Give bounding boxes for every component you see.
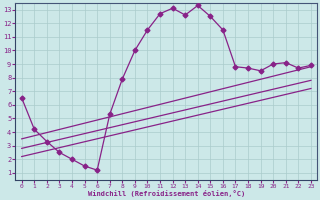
X-axis label: Windchill (Refroidissement éolien,°C): Windchill (Refroidissement éolien,°C) xyxy=(88,190,245,197)
